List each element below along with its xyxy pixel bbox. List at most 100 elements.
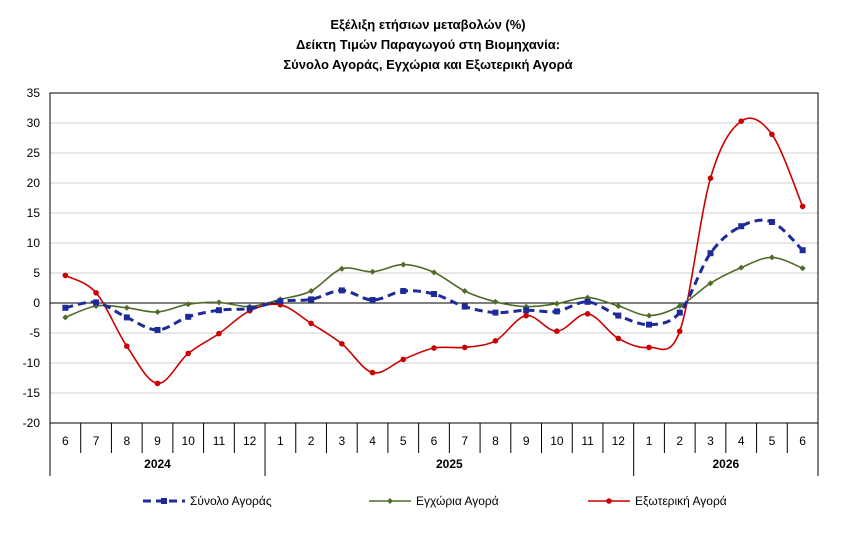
legend-label: Εξωτερική Αγορά bbox=[635, 494, 727, 508]
data-point bbox=[676, 309, 683, 316]
data-point bbox=[185, 313, 192, 320]
x-tick-label: 3 bbox=[338, 434, 345, 448]
x-tick-label: 5 bbox=[769, 434, 776, 448]
y-tick-label: 25 bbox=[27, 146, 41, 160]
x-tick-label: 9 bbox=[523, 434, 530, 448]
year-label: 2025 bbox=[436, 457, 463, 471]
series-line bbox=[64, 117, 804, 385]
legend-marker bbox=[606, 498, 612, 504]
data-point bbox=[215, 299, 222, 306]
y-tick-label: 35 bbox=[27, 86, 41, 100]
year-label: 2024 bbox=[144, 457, 171, 471]
data-point bbox=[584, 311, 591, 317]
data-point bbox=[461, 303, 468, 310]
data-point bbox=[338, 265, 345, 272]
chart-title: Εξέλιξη ετήσιων μεταβολών (%) Δείκτη Τιμ… bbox=[0, 15, 856, 75]
data-point bbox=[369, 297, 376, 303]
x-tick-label: 7 bbox=[461, 434, 468, 448]
x-tick-label: 2 bbox=[308, 434, 315, 448]
data-point bbox=[123, 304, 130, 311]
data-point bbox=[400, 261, 407, 268]
data-point bbox=[799, 265, 806, 272]
series-line bbox=[65, 256, 803, 319]
data-point bbox=[707, 250, 714, 257]
data-point bbox=[308, 320, 314, 327]
y-tick-label: 20 bbox=[27, 176, 41, 190]
data-point bbox=[676, 303, 683, 309]
data-point bbox=[738, 223, 745, 230]
data-point bbox=[93, 290, 99, 296]
data-point bbox=[553, 308, 560, 315]
data-point bbox=[584, 298, 591, 305]
data-point bbox=[553, 300, 560, 307]
data-point bbox=[646, 344, 652, 351]
data-point bbox=[123, 314, 130, 321]
data-point bbox=[338, 287, 345, 294]
data-point bbox=[154, 327, 161, 333]
x-tick-label: 7 bbox=[93, 434, 100, 448]
y-tick-label: 0 bbox=[33, 296, 40, 310]
data-point bbox=[216, 330, 222, 337]
data-point bbox=[62, 304, 69, 311]
data-point bbox=[246, 305, 253, 312]
y-tick-label: -20 bbox=[23, 416, 41, 430]
x-tick-label: 12 bbox=[243, 434, 257, 448]
data-point bbox=[215, 307, 222, 314]
x-tick-label: 1 bbox=[277, 434, 284, 448]
x-tick-label: 11 bbox=[213, 434, 226, 448]
data-point bbox=[369, 268, 376, 275]
data-point bbox=[62, 272, 69, 279]
data-point bbox=[461, 344, 468, 351]
data-point bbox=[277, 298, 284, 305]
plot-border bbox=[49, 92, 819, 424]
x-tick-label: 3 bbox=[707, 434, 714, 448]
y-tick-label: 5 bbox=[33, 266, 40, 280]
data-point bbox=[185, 350, 192, 357]
legend-label: Εγχώρια Αγορά bbox=[416, 494, 499, 508]
data-point bbox=[799, 203, 806, 210]
x-tick-label: 11 bbox=[581, 434, 594, 448]
x-tick-label: 6 bbox=[62, 434, 69, 448]
data-point bbox=[523, 312, 529, 319]
legend-marker bbox=[161, 498, 167, 504]
y-tick-label: 15 bbox=[27, 206, 41, 220]
data-point bbox=[738, 264, 745, 271]
data-point bbox=[615, 335, 622, 342]
data-point bbox=[646, 321, 653, 328]
year-label: 2026 bbox=[712, 457, 739, 471]
data-point bbox=[400, 356, 407, 363]
y-tick-label: 30 bbox=[27, 116, 41, 130]
data-point bbox=[185, 301, 192, 308]
data-point bbox=[738, 118, 744, 124]
data-point bbox=[707, 175, 714, 181]
data-point bbox=[461, 288, 468, 294]
data-point bbox=[308, 296, 315, 303]
data-point bbox=[615, 312, 622, 319]
data-point bbox=[400, 288, 407, 294]
data-point bbox=[646, 312, 653, 319]
data-point bbox=[431, 291, 437, 297]
data-point bbox=[554, 328, 560, 335]
data-point bbox=[124, 343, 130, 350]
data-point bbox=[799, 247, 806, 254]
data-point bbox=[308, 288, 315, 294]
x-tick-label: 6 bbox=[799, 434, 806, 448]
x-tick-label: 9 bbox=[154, 434, 161, 448]
chart-title-line-2: Δείκτη Τιμών Παραγωγού στη Βιομηχανία: bbox=[295, 37, 561, 52]
data-point bbox=[62, 314, 69, 321]
data-point bbox=[523, 307, 530, 314]
y-tick-label: -15 bbox=[23, 386, 41, 400]
x-tick-label: 6 bbox=[431, 434, 438, 448]
data-point bbox=[707, 280, 714, 287]
x-tick-label: 4 bbox=[738, 434, 745, 448]
legend-label: Σύνολο Αγοράς bbox=[190, 494, 272, 508]
x-tick-label: 2 bbox=[676, 434, 683, 448]
data-point bbox=[492, 298, 499, 305]
x-tick-label: 10 bbox=[550, 434, 564, 448]
x-tick-label: 5 bbox=[400, 434, 407, 448]
chart-title-line-1: Εξέλιξη ετήσιων μεταβολών (%) bbox=[330, 17, 526, 32]
data-point bbox=[768, 219, 775, 225]
data-point bbox=[154, 309, 161, 315]
y-tick-label: 10 bbox=[27, 236, 41, 250]
